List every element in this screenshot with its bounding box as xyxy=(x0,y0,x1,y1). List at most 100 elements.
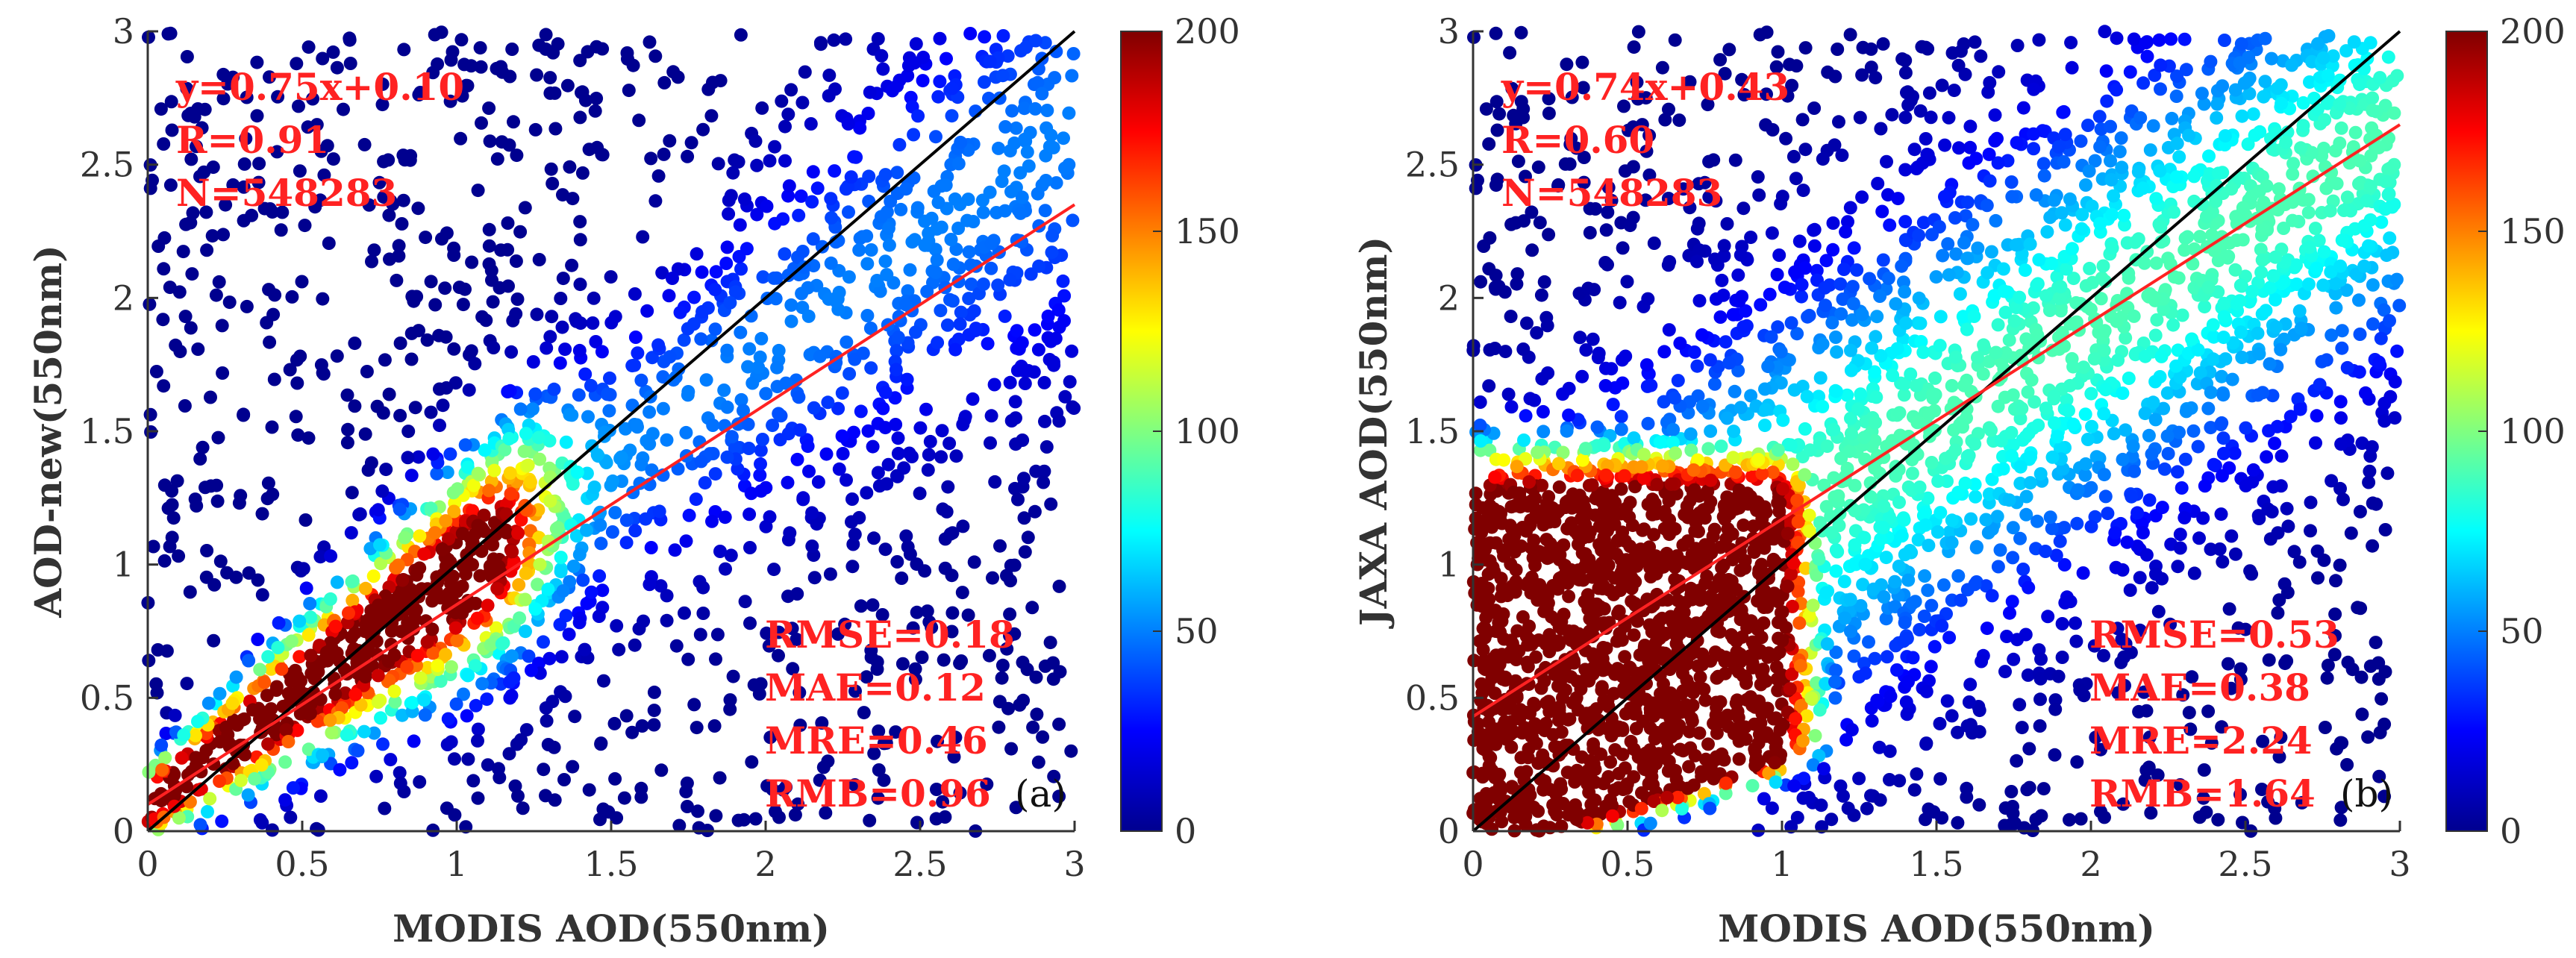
panel-a-point xyxy=(635,719,649,733)
panel-a-point xyxy=(839,32,853,46)
panel-b-point xyxy=(2246,463,2260,477)
panel-b-point xyxy=(1507,545,1522,559)
panel-a-x-tick-label: 1 xyxy=(446,844,467,884)
panel-a-point xyxy=(1017,363,1031,378)
panel-b-point xyxy=(2369,497,2383,511)
panel-a-point xyxy=(393,776,407,790)
panel-a-point xyxy=(253,663,267,677)
panel-a-point xyxy=(154,738,169,752)
panel-a-point xyxy=(502,432,516,445)
panel-a-point xyxy=(358,670,372,684)
panel-a-point xyxy=(921,463,935,477)
panel-b-point xyxy=(2123,583,2137,597)
panel-a-point xyxy=(435,542,449,557)
panel-a-x-tick-label: 1.5 xyxy=(584,844,638,884)
panel-a-point xyxy=(768,140,782,154)
panel-a-point xyxy=(690,721,704,735)
panel-a-point xyxy=(745,755,759,769)
panel-b-point xyxy=(2366,104,2380,117)
panel-b-point xyxy=(2114,131,2128,145)
panel-a-point xyxy=(181,108,196,122)
panel-a-point xyxy=(200,243,214,257)
panel-b-point xyxy=(2171,560,2185,574)
panel-a-point xyxy=(922,448,936,462)
panel-a-point xyxy=(928,242,942,257)
panel-a-point xyxy=(245,208,259,222)
panel-a-point xyxy=(539,28,553,42)
panel-b-point xyxy=(1871,177,1885,190)
panel-b-point xyxy=(2308,222,2322,236)
panel-a-point xyxy=(763,154,777,168)
panel-b-point xyxy=(2142,428,2156,442)
panel-a-x-tick-label: 2.5 xyxy=(892,844,947,884)
panel-a-point xyxy=(744,486,758,501)
panel-a-point xyxy=(254,758,269,772)
panel-b-point xyxy=(1556,387,1570,401)
panel-a-point xyxy=(1027,365,1041,379)
panel-b-point xyxy=(1885,107,1899,122)
panel-a-point xyxy=(348,399,362,413)
panel-a-point xyxy=(480,692,494,707)
panel-b-point xyxy=(1531,804,1545,818)
panel-b-point xyxy=(1540,319,1554,333)
panel-b-point xyxy=(2107,189,2121,203)
panel-a-point xyxy=(682,508,696,522)
panel-a-point xyxy=(873,284,887,298)
panel-a-point xyxy=(807,401,821,415)
panel-a-point xyxy=(779,780,793,794)
panel-a-point xyxy=(713,771,727,785)
panel-b-point xyxy=(2335,341,2349,355)
panel-a-point xyxy=(596,802,610,816)
panel-a-point xyxy=(196,440,210,454)
panel-a-point xyxy=(933,31,947,46)
panel-a-point xyxy=(545,695,560,709)
panel-a-point xyxy=(382,208,396,222)
panel-a-n-value: N=548283 xyxy=(176,171,397,215)
panel-a-point xyxy=(762,639,776,653)
panel-a-point xyxy=(848,527,862,542)
panel-a-point xyxy=(466,478,481,492)
panel-b-point xyxy=(1479,102,1493,116)
panel-a-point xyxy=(420,660,434,674)
panel-a-point xyxy=(1028,101,1042,116)
panel-a-point xyxy=(1029,34,1042,48)
panel-a-point xyxy=(709,809,723,823)
panel-a-point xyxy=(154,102,168,116)
panel-a-point xyxy=(413,775,427,789)
panel-a-point xyxy=(578,642,592,657)
panel-a-point xyxy=(210,478,224,492)
panel-a-point xyxy=(419,231,433,245)
panel-a-point xyxy=(396,708,409,722)
panel-a-point xyxy=(948,730,963,745)
panel-a-point xyxy=(272,616,286,630)
panel-b-point xyxy=(1795,289,1808,304)
panel-a-point xyxy=(666,272,679,285)
panel-a-point xyxy=(237,180,251,194)
panel-a-point xyxy=(772,625,786,639)
panel-a-point xyxy=(397,43,411,57)
panel-a-point xyxy=(628,287,642,301)
panel-b-point xyxy=(1542,489,1556,504)
panel-a-point xyxy=(211,431,225,445)
panel-a-point xyxy=(835,429,849,443)
panel-a-point xyxy=(361,463,375,477)
panel-a-point xyxy=(978,30,992,44)
panel-a-point xyxy=(595,345,609,359)
panel-a-point xyxy=(375,98,390,112)
panel-a-point xyxy=(731,462,745,476)
panel-b-point xyxy=(1719,335,1733,349)
panel-b-point xyxy=(1913,623,1927,636)
panel-b-point xyxy=(1660,791,1674,804)
panel-a-point xyxy=(337,102,350,116)
panel-a-point xyxy=(760,199,774,213)
panel-a-point xyxy=(907,128,921,142)
panel-b-point xyxy=(2066,272,2081,286)
panel-a-point xyxy=(433,419,446,433)
panel-b-point xyxy=(1992,65,2006,79)
panel-a-point xyxy=(519,624,532,639)
panel-b-point xyxy=(2279,135,2293,149)
panel-a-point xyxy=(470,611,484,625)
panel-a-point xyxy=(293,650,307,664)
panel-a-point xyxy=(656,401,670,416)
panel-b-point xyxy=(1816,152,1830,166)
